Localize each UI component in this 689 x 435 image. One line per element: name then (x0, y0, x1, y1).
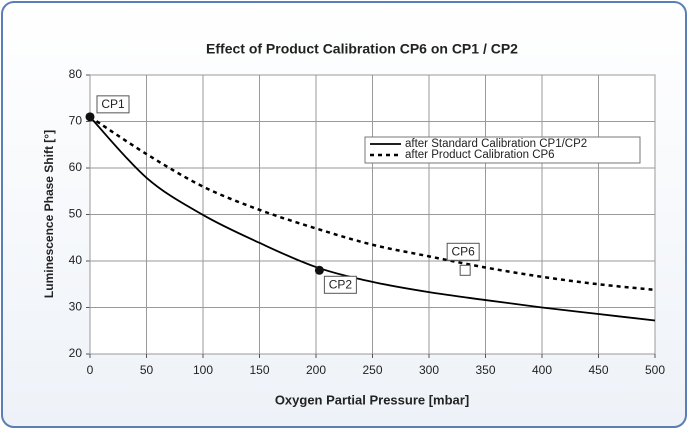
y-tick-label: 20 (69, 346, 83, 360)
x-tick-label: 450 (588, 363, 608, 377)
x-tick-label: 400 (532, 363, 552, 377)
legend-box (364, 136, 641, 164)
y-tick-label: 30 (69, 300, 83, 314)
y-axis-label: Luminescence Phase Shift [°] (42, 130, 56, 298)
point-marker (459, 264, 471, 276)
annotation-box (323, 275, 357, 294)
annotation: CP1 (101, 97, 125, 111)
x-tick-label: 150 (249, 363, 269, 377)
legend-label: after Product Calibration CP6 (405, 149, 555, 161)
annotation-box (446, 242, 480, 261)
point-marker (314, 265, 324, 275)
series-line (89, 116, 656, 322)
y-tick-label: 80 (69, 67, 83, 81)
chart-title: Effect of Product Calibration CP6 on CP1… (206, 41, 518, 57)
point-marker (85, 112, 95, 122)
x-tick-label: 200 (306, 363, 326, 377)
series-line (89, 115, 656, 292)
y-tick-label: 40 (69, 253, 83, 267)
annotation-box (96, 95, 130, 114)
x-tick-label: 300 (419, 363, 439, 377)
x-tick-label: 100 (193, 363, 213, 377)
x-tick-label: 0 (87, 363, 94, 377)
legend-label: after Standard Calibration CP1/CP2 (405, 138, 587, 150)
x-axis-label: Oxygen Partial Pressure [mbar] (275, 392, 469, 407)
x-tick-label: 350 (475, 363, 495, 377)
y-tick-label: 50 (69, 207, 83, 221)
x-tick-label: 250 (362, 363, 382, 377)
annotation: CP6 (451, 244, 475, 258)
x-tick-label: 50 (140, 363, 154, 377)
x-tick-label: 500 (645, 363, 665, 377)
y-tick-label: 60 (69, 160, 83, 174)
y-tick-label: 70 (69, 114, 83, 128)
annotation: CP2 (329, 277, 353, 291)
